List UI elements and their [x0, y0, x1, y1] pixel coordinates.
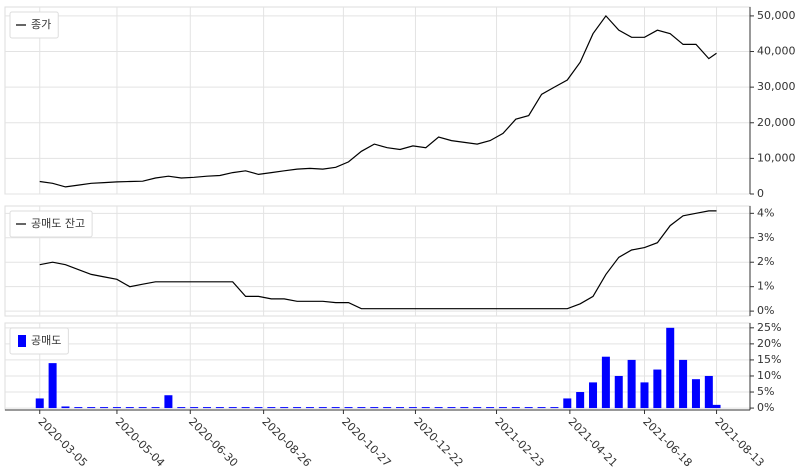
bar: [125, 407, 134, 409]
bar: [228, 407, 237, 409]
legend-label: 공매도 잔고: [31, 217, 85, 230]
bar: [48, 363, 57, 409]
bar: [190, 407, 199, 409]
line-series: [39, 210, 717, 310]
legend-label: 공매도: [31, 334, 61, 347]
bar: [486, 407, 495, 409]
bar: [344, 407, 353, 409]
legend-swatch: [18, 335, 26, 347]
bar: [87, 407, 96, 409]
y-tick-label: 25%: [757, 321, 781, 334]
bar: [576, 392, 585, 409]
y-tick-label: 50,000: [757, 9, 796, 22]
bar: [498, 407, 507, 409]
bar: [293, 407, 302, 409]
y-tick-label: 40,000: [757, 45, 796, 58]
bar: [305, 407, 314, 409]
plot-area: [39, 14, 717, 188]
x-tick-label: 2020-06-30: [186, 415, 240, 469]
x-tick-label: 2020-05-04: [113, 415, 167, 469]
legend-box: [9, 327, 69, 355]
bar: [164, 395, 173, 409]
y-tick-label: 2%: [757, 255, 774, 268]
bar: [563, 398, 572, 409]
x-tick-label: 2020-08-26: [259, 415, 313, 469]
x-tick-label: 2020-12-22: [411, 415, 465, 469]
x-tick-label: 2021-04-21: [566, 415, 620, 469]
bar: [35, 398, 44, 409]
bar: [712, 404, 721, 409]
x-tick-label: 2020-03-05: [35, 415, 89, 469]
bar: [138, 407, 147, 409]
bar: [614, 375, 623, 409]
bar: [203, 407, 212, 409]
bar: [653, 369, 662, 409]
bar: [177, 407, 186, 409]
bar: [537, 407, 546, 409]
bar: [434, 407, 443, 409]
bar: [550, 407, 559, 409]
bar: [357, 407, 366, 409]
x-tick-label: 2021-06-18: [640, 415, 694, 469]
y-tick-label: 5%: [757, 385, 774, 398]
bar: [318, 407, 327, 409]
legend: 종가: [9, 11, 59, 39]
y-tick-label: 30,000: [757, 80, 796, 93]
bar: [267, 407, 276, 409]
bar: [396, 407, 405, 409]
plot-area: [39, 210, 717, 310]
y-tick-label: 10%: [757, 369, 781, 382]
bar: [100, 407, 109, 409]
bar: [704, 375, 713, 409]
bar: [74, 407, 83, 409]
bar: [511, 407, 520, 409]
y-tick-label: 0%: [757, 304, 774, 317]
bar: [447, 407, 456, 409]
y-tick-label: 0%: [757, 401, 774, 414]
y-tick-label: 10,000: [757, 151, 796, 164]
bar: [331, 407, 340, 409]
bar: [666, 327, 675, 409]
legend: 공매도: [9, 327, 69, 355]
bar: [679, 359, 688, 409]
line-series: [39, 14, 717, 188]
bar: [254, 407, 263, 409]
x-tick-label: 2020-10-27: [339, 415, 393, 469]
bar: [473, 407, 482, 409]
bar: [421, 407, 430, 409]
y-tick-label: 4%: [757, 206, 774, 219]
bar: [640, 382, 649, 409]
bar: [601, 356, 610, 409]
bar: [370, 407, 379, 409]
legend: 공매도 잔고: [9, 210, 93, 238]
legend-box: [9, 210, 93, 238]
bar: [691, 379, 700, 409]
bar: [524, 407, 533, 409]
legend-box: [9, 11, 59, 39]
bar: [408, 407, 417, 409]
y-tick-label: 1%: [757, 280, 774, 293]
bar: [241, 407, 250, 409]
y-tick-label: 15%: [757, 353, 781, 366]
y-tick-label: 20%: [757, 337, 781, 350]
y-tick-label: 0: [757, 187, 764, 200]
bar: [151, 407, 160, 409]
bar: [589, 382, 598, 409]
x-tick-label: 2021-02-23: [492, 415, 546, 469]
bar: [627, 359, 636, 409]
bar: [112, 407, 121, 409]
bar: [61, 406, 70, 409]
y-tick-label: 3%: [757, 231, 774, 244]
legend-label: 종가: [31, 18, 51, 31]
bar: [383, 407, 392, 409]
y-tick-label: 20,000: [757, 116, 796, 129]
bar: [215, 407, 224, 409]
bar: [280, 407, 289, 409]
plot-area: [35, 327, 721, 409]
x-tick-label: 2021-08-13: [712, 415, 766, 469]
bar: [460, 407, 469, 409]
